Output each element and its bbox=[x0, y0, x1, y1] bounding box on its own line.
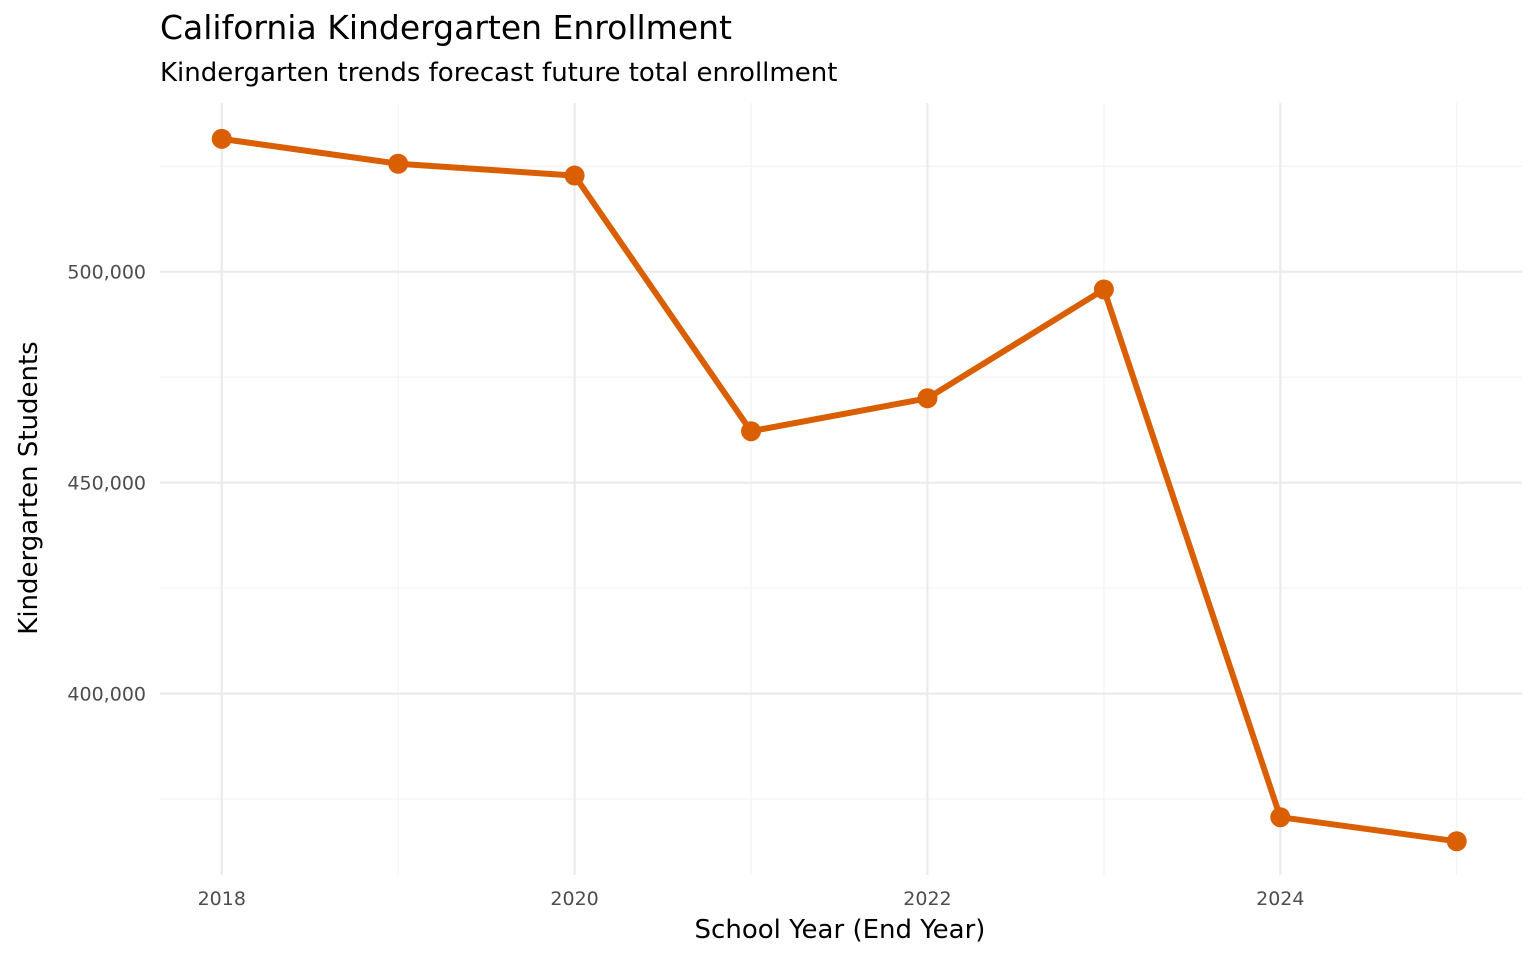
data-point[interactable] bbox=[741, 421, 762, 442]
data-point[interactable] bbox=[1270, 807, 1291, 828]
y-tick-labels: 400,000 450,000 500,000 bbox=[67, 262, 146, 706]
x-axis-title: School Year (End Year) bbox=[695, 915, 986, 945]
series-line bbox=[221, 135, 1458, 845]
x-tick-label: 2024 bbox=[1256, 888, 1304, 910]
data-point[interactable] bbox=[388, 153, 409, 174]
y-tick-label: 500,000 bbox=[67, 262, 146, 284]
data-point[interactable] bbox=[917, 388, 938, 409]
y-tick-label: 450,000 bbox=[67, 473, 146, 495]
data-point[interactable] bbox=[1093, 279, 1114, 300]
x-tick-label: 2020 bbox=[550, 888, 598, 910]
data-point[interactable] bbox=[1446, 831, 1467, 852]
x-tick-labels: 2018 2020 2022 2024 bbox=[198, 888, 1305, 910]
series-layer bbox=[211, 128, 1467, 852]
minor-gridlines bbox=[160, 103, 1522, 875]
major-gridlines bbox=[160, 103, 1522, 875]
x-tick-label: 2018 bbox=[198, 888, 246, 910]
y-tick-label: 400,000 bbox=[67, 684, 146, 706]
chart-title: California Kindergarten Enrollment bbox=[160, 8, 732, 47]
y-axis-title: Kindergarten Students bbox=[14, 341, 44, 634]
data-point[interactable] bbox=[211, 128, 232, 149]
data-point[interactable] bbox=[564, 165, 585, 186]
chart-subtitle: Kindergarten trends forecast future tota… bbox=[160, 58, 838, 88]
x-tick-label: 2022 bbox=[903, 888, 951, 910]
